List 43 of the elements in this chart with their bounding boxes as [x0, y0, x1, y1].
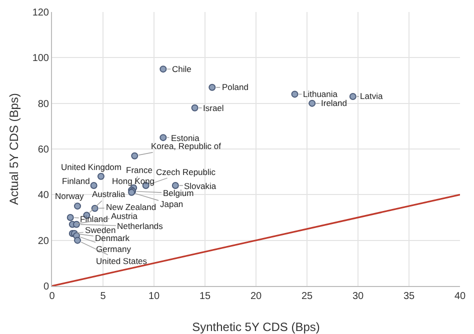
x-tick-label: 40	[454, 291, 466, 302]
x-axis-title: Synthetic 5Y CDS (Bps)	[192, 320, 320, 334]
y-tick-label: 40	[38, 190, 50, 202]
annotation: Korea, Republic of	[151, 141, 222, 151]
y-axis-title: Actual 5Y CDS (Bps)	[7, 93, 21, 205]
annotation: Netherlands	[117, 221, 163, 231]
y-tick-label: 0	[43, 282, 50, 292]
x-tick-label: 25	[301, 291, 313, 302]
annotation: United States	[96, 256, 148, 266]
annotation: Finland	[62, 176, 90, 186]
annotation: Hong Kong	[112, 176, 155, 186]
annotation: Slovakia	[184, 181, 216, 191]
x-tick-label: 5	[100, 291, 106, 302]
annotation: Denmark	[95, 233, 130, 243]
annotation: Sweden	[85, 225, 116, 235]
annotation: Chile	[172, 64, 192, 74]
annotation: Finland	[80, 214, 108, 224]
x-tick-label: 10	[148, 291, 160, 302]
annotation: New Zealand	[106, 202, 156, 212]
annotation: Germany	[96, 244, 132, 254]
x-tick-label: 35	[403, 291, 415, 302]
y-tick-label: 100	[32, 53, 50, 64]
annotation: Israel	[203, 103, 224, 113]
annotation: Ireland	[321, 98, 348, 108]
y-tick-label: 80	[38, 98, 50, 110]
x-tick-label: 30	[352, 291, 364, 302]
annotation: Estonia	[171, 133, 200, 143]
y-tick-label: 20	[38, 236, 50, 247]
annotation: Australia	[92, 189, 126, 199]
annotation: Japan	[160, 199, 184, 209]
annotation: Latvia	[360, 91, 383, 101]
y-tick-label: 120	[32, 8, 50, 18]
annotation: Belgium	[163, 188, 194, 198]
y-tick-label: 60	[38, 144, 50, 156]
annotation: Lithuania	[303, 89, 338, 99]
annotation: France	[126, 165, 153, 175]
x-tick-label: 20	[250, 291, 262, 302]
annotation: Norway	[55, 191, 85, 201]
annotation: Austria	[111, 211, 138, 221]
annotation: Czech Republic	[156, 167, 216, 177]
annotation: United Kingdom	[61, 162, 122, 172]
annotation: Poland	[222, 82, 249, 92]
x-tick-label: 15	[199, 291, 211, 302]
